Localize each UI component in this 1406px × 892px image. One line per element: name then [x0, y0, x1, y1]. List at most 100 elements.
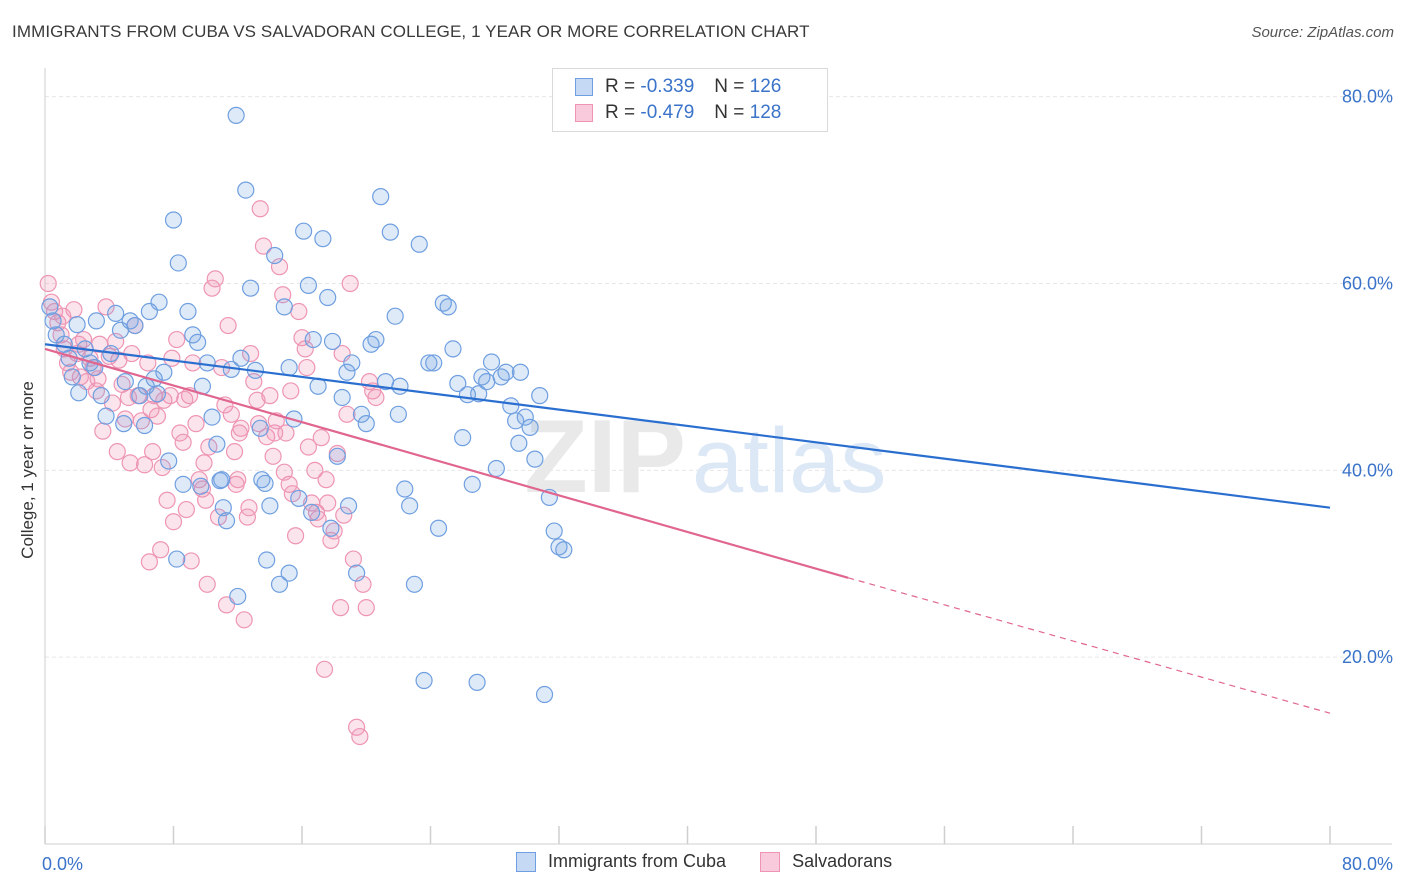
point-cuba-93 — [492, 368, 510, 386]
point-salvadorans-78 — [290, 302, 308, 321]
point-cuba-122 — [339, 497, 358, 515]
point-salvadorans-39 — [164, 513, 183, 531]
point-cuba-92 — [487, 459, 505, 478]
legend: R = -0.339 N = 126 R = -0.479 N = 128 — [552, 68, 828, 132]
point-cuba-62 — [343, 354, 361, 372]
point-cuba-116 — [148, 385, 167, 403]
point-cuba-49 — [280, 358, 298, 377]
point-salvadorans-37 — [158, 491, 176, 509]
point-cuba-98 — [516, 408, 534, 426]
point-salvadorans-125 — [307, 503, 326, 521]
point-salvadorans-66 — [251, 200, 269, 218]
point-cuba-0 — [41, 298, 59, 316]
point-salvadorans-106 — [198, 575, 216, 593]
point-salvadorans-108 — [108, 443, 126, 461]
point-cuba-15 — [116, 372, 134, 391]
point-cuba-64 — [352, 405, 371, 423]
point-salvadorans-30 — [135, 456, 154, 474]
point-salvadorans-81 — [299, 438, 318, 456]
point-salvadorans-17 — [94, 422, 112, 440]
point-cuba-83 — [444, 340, 462, 358]
point-cuba-51 — [290, 489, 308, 507]
point-salvadorans-34 — [148, 407, 167, 425]
point-salvadorans-72 — [270, 258, 289, 276]
bottom-legend-swatch-cuba — [516, 851, 536, 872]
point-cuba-58 — [323, 332, 342, 351]
point-salvadorans-116 — [298, 358, 316, 377]
point-salvadorans-112 — [54, 307, 72, 325]
legend-row-salvadorans: R = -0.479 N = 128 — [575, 101, 781, 125]
point-salvadorans-115 — [282, 382, 300, 400]
legend-swatch-cuba — [575, 78, 593, 96]
point-cuba-17 — [126, 316, 144, 335]
point-salvadorans-61 — [235, 611, 253, 629]
chart-title: IMMIGRANTS FROM CUBA VS SALVADORAN COLLE… — [12, 22, 810, 41]
point-cuba-70 — [381, 223, 399, 241]
point-cuba-68 — [372, 188, 390, 206]
point-cuba-18 — [131, 387, 149, 405]
trend-line-cuba — [44, 343, 1331, 509]
point-cuba-104 — [545, 522, 563, 540]
point-cuba-121 — [253, 471, 271, 489]
point-cuba-32 — [198, 354, 216, 372]
point-cuba-6 — [70, 384, 88, 402]
point-salvadorans-43 — [177, 500, 195, 519]
point-cuba-34 — [208, 435, 226, 453]
point-cuba-111 — [258, 551, 276, 569]
legend-swatch-salvadorans — [575, 104, 593, 122]
x-tick-label-0: 0.0% — [42, 854, 83, 874]
point-cuba-53 — [299, 276, 318, 294]
legend-r-label: R = — [605, 102, 636, 123]
point-cuba-96 — [507, 412, 525, 430]
point-salvadorans-85 — [312, 429, 330, 447]
point-salvadorans-122 — [195, 454, 213, 472]
point-cuba-94 — [497, 363, 515, 381]
point-salvadorans-41 — [171, 424, 189, 442]
point-cuba-23 — [155, 363, 173, 381]
point-cuba-119 — [115, 415, 133, 433]
point-cuba-43 — [251, 419, 269, 437]
point-cuba-106 — [555, 541, 573, 559]
point-salvadorans-118 — [230, 424, 248, 442]
bottom-legend-item-cuba: Immigrants from Cuba — [516, 851, 726, 872]
legend-n-value-salvadorans: 128 — [749, 102, 782, 123]
point-cuba-36 — [217, 512, 236, 530]
point-salvadorans-121 — [144, 443, 162, 461]
point-cuba-67 — [367, 330, 385, 349]
point-salvadorans-127 — [240, 499, 258, 517]
point-cuba-82 — [439, 298, 457, 316]
point-salvadorans-110 — [89, 370, 107, 388]
point-cuba-91 — [482, 353, 501, 371]
point-salvadorans-58 — [225, 443, 244, 461]
point-salvadorans-105 — [182, 552, 200, 570]
point-cuba-27 — [174, 475, 192, 493]
point-salvadorans-40 — [168, 330, 186, 349]
point-cuba-38 — [227, 106, 245, 124]
point-salvadorans-70 — [264, 447, 282, 465]
point-salvadorans-47 — [190, 471, 208, 489]
point-salvadorans-88 — [322, 531, 340, 550]
point-cuba-26 — [169, 254, 187, 272]
point-cuba-118 — [68, 316, 86, 334]
point-cuba-40 — [237, 181, 255, 199]
point-cuba-61 — [338, 363, 356, 381]
point-cuba-48 — [275, 298, 293, 316]
watermark-atlas: atlas — [692, 410, 886, 512]
point-cuba-80 — [429, 519, 448, 537]
point-cuba-22 — [150, 293, 168, 311]
point-cuba-16 — [121, 312, 139, 330]
point-salvadorans-92 — [335, 506, 353, 524]
point-cuba-71 — [386, 307, 404, 325]
point-cuba-114 — [322, 519, 340, 537]
point-salvadorans-95 — [344, 550, 362, 568]
point-salvadorans-29 — [132, 412, 150, 430]
point-salvadorans-18 — [97, 298, 115, 316]
point-cuba-84 — [449, 374, 467, 393]
point-salvadorans-69 — [261, 387, 279, 405]
point-cuba-109 — [211, 472, 229, 490]
point-salvadorans-48 — [193, 480, 212, 498]
point-salvadorans-57 — [222, 405, 240, 423]
point-cuba-105 — [550, 538, 568, 556]
point-cuba-10 — [92, 387, 110, 405]
point-cuba-110 — [229, 587, 247, 606]
